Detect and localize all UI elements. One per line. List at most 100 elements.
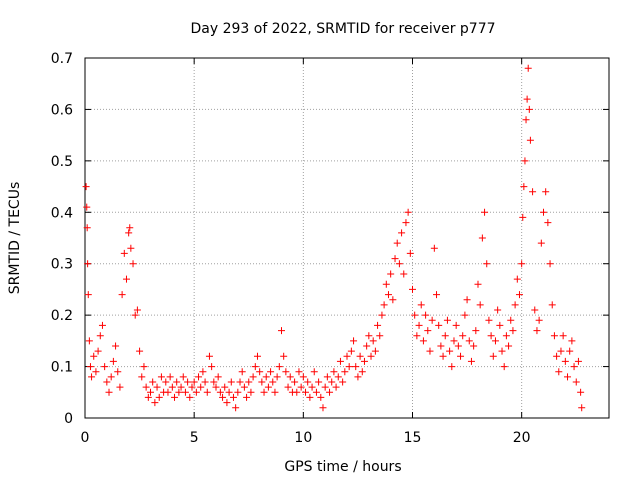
- data-point: [142, 383, 150, 391]
- data-point: [264, 383, 272, 391]
- data-point: [86, 363, 94, 371]
- data-point: [105, 388, 113, 396]
- data-point: [243, 393, 251, 401]
- y-axis-label: SRMTID / TECUs: [7, 182, 23, 295]
- data-point: [564, 373, 572, 381]
- data-point: [439, 352, 447, 360]
- data-point: [548, 301, 556, 309]
- data-point: [136, 347, 144, 355]
- data-point: [384, 291, 392, 299]
- data-point: [474, 280, 482, 288]
- y-tick-label: 0.1: [51, 360, 73, 376]
- data-point: [577, 388, 585, 396]
- data-point: [84, 260, 92, 268]
- x-tick-label: 5: [190, 430, 199, 446]
- data-point: [491, 337, 499, 345]
- data-point: [476, 301, 484, 309]
- tick-labels: 0 5 10 15 20 0 0.1 0.2 0.3 0.4 0.5 0.6 0.7: [51, 51, 531, 446]
- data-point: [210, 378, 218, 386]
- data-point: [483, 260, 491, 268]
- data-point: [524, 64, 532, 72]
- data-point: [502, 332, 510, 340]
- data-point: [282, 368, 290, 376]
- data-point: [181, 388, 189, 396]
- data-point: [153, 383, 161, 391]
- data-point: [365, 332, 373, 340]
- data-point: [452, 321, 460, 329]
- data-point: [415, 321, 423, 329]
- data-point: [570, 363, 578, 371]
- y-tick-label: 0.5: [51, 154, 73, 170]
- y-tick-label: 0.6: [51, 102, 73, 118]
- chart-title: Day 293 of 2022, SRMTID for receiver p77…: [190, 21, 495, 37]
- data-point: [387, 270, 395, 278]
- data-point: [168, 383, 176, 391]
- data-point: [345, 363, 353, 371]
- data-point: [332, 383, 340, 391]
- data-point: [409, 285, 416, 293]
- data-point: [171, 393, 179, 401]
- grid-lines: [84, 57, 609, 419]
- data-point: [85, 337, 93, 345]
- data-point: [140, 363, 148, 371]
- data-point: [197, 383, 205, 391]
- data-point: [177, 383, 185, 391]
- data-point: [457, 352, 465, 360]
- data-point: [422, 311, 430, 319]
- data-point: [186, 393, 194, 401]
- data-point: [360, 357, 368, 365]
- data-point: [546, 260, 554, 268]
- data-point: [358, 368, 366, 376]
- data-point: [227, 378, 235, 386]
- data-point: [465, 337, 473, 345]
- data-point: [389, 296, 397, 304]
- data-point: [258, 378, 266, 386]
- data-point: [413, 332, 421, 340]
- data-point: [122, 275, 130, 283]
- data-point: [129, 260, 137, 268]
- y-tick-label: 0.3: [51, 257, 73, 273]
- data-point: [443, 316, 451, 324]
- data-point: [199, 368, 207, 376]
- data-point: [212, 383, 220, 391]
- data-point: [188, 383, 196, 391]
- data-point: [225, 388, 233, 396]
- data-point: [330, 368, 338, 376]
- data-point: [461, 311, 469, 319]
- data-point: [109, 357, 117, 365]
- data-point: [472, 327, 480, 335]
- x-tick-label: 15: [404, 430, 422, 446]
- data-point: [376, 332, 384, 340]
- data-point: [133, 306, 141, 314]
- data-point: [404, 208, 412, 216]
- data-point: [221, 383, 229, 391]
- data-point: [529, 188, 537, 196]
- data-point: [166, 373, 174, 381]
- data-point: [131, 311, 139, 319]
- data-point: [299, 373, 307, 381]
- data-point: [568, 337, 576, 345]
- data-point: [236, 378, 244, 386]
- data-point: [578, 404, 586, 412]
- data-point: [511, 301, 519, 309]
- data-point: [435, 321, 443, 329]
- data-point: [350, 337, 358, 345]
- data-point: [291, 378, 299, 386]
- data-point: [363, 342, 371, 350]
- data-point: [96, 332, 104, 340]
- data-point: [519, 213, 527, 221]
- data-points: [82, 64, 586, 412]
- data-point: [398, 229, 406, 237]
- x-tick-label: 0: [81, 430, 90, 446]
- data-point: [459, 332, 467, 340]
- data-point: [446, 347, 454, 355]
- data-point: [406, 249, 414, 257]
- data-point: [437, 342, 445, 350]
- data-point: [112, 342, 120, 350]
- data-point: [88, 373, 96, 381]
- data-point: [382, 280, 390, 288]
- data-point: [347, 347, 355, 355]
- data-point: [164, 388, 172, 396]
- data-point: [125, 229, 133, 237]
- data-point: [380, 301, 388, 309]
